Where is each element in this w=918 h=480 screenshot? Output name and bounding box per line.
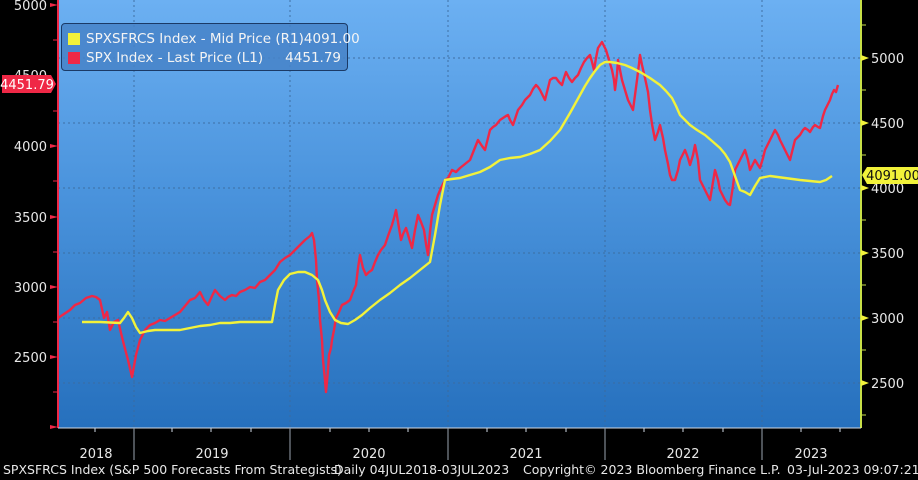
right-last-value-badge: 4091.00 xyxy=(862,167,918,184)
svg-text:4500: 4500 xyxy=(871,117,904,132)
legend-item-spxsfrcs: SPXSFRCS Index - Mid Price (R1) 4091.00 xyxy=(68,29,360,48)
right-axis: 5000 4500 4000 3500 3000 2500 xyxy=(860,0,904,428)
svg-text:5000: 5000 xyxy=(871,52,904,67)
x-tick-2022: 2022 xyxy=(666,447,699,462)
svg-text:4091.00: 4091.00 xyxy=(866,169,918,184)
x-tick-2018: 2018 xyxy=(79,447,112,462)
legend-value: 4091.00 xyxy=(303,30,360,47)
x-tick-2019: 2019 xyxy=(195,447,228,462)
plot-area xyxy=(58,0,861,428)
left-axis: 5000 4500 4000 3500 3000 2500 xyxy=(14,0,59,429)
footer-description: SPXSFRCS Index (S&P 500 Forecasts From S… xyxy=(3,462,342,477)
footer-timestamp: 03-Jul-2023 09:07:21 xyxy=(787,462,918,477)
svg-text:5000: 5000 xyxy=(14,0,47,14)
svg-text:3000: 3000 xyxy=(14,281,47,296)
svg-text:4000: 4000 xyxy=(871,182,904,197)
x-tick-2023: 2023 xyxy=(794,447,827,462)
svg-text:3500: 3500 xyxy=(871,247,904,262)
legend-item-spx: SPX Index - Last Price (L1) 4451.79 xyxy=(68,48,341,67)
svg-text:4451.79: 4451.79 xyxy=(0,78,54,93)
svg-text:3500: 3500 xyxy=(14,211,47,226)
chart-legend: SPXSFRCS Index - Mid Price (R1) 4091.00 … xyxy=(61,23,360,71)
legend-label: SPX Index - Last Price (L1) xyxy=(86,49,264,66)
yellow-swatch-icon xyxy=(68,32,80,45)
footer-copyright: Copyright© 2023 Bloomberg Finance L.P. xyxy=(523,462,781,477)
chart-footer: SPXSFRCS Index (S&P 500 Forecasts From S… xyxy=(0,462,918,480)
x-tick-2020: 2020 xyxy=(352,447,385,462)
legend-label: SPXSFRCS Index - Mid Price (R1) xyxy=(86,30,304,47)
x-axis: 2018 2019 2020 2021 2022 2023 xyxy=(58,427,861,462)
svg-text:2500: 2500 xyxy=(14,351,47,366)
legend-value: 4451.79 xyxy=(285,49,341,66)
gridlines xyxy=(58,0,861,428)
svg-text:3000: 3000 xyxy=(871,312,904,327)
red-swatch-icon xyxy=(68,51,80,64)
footer-range: Daily 04JUL2018-03JUL2023 xyxy=(334,462,510,477)
chart-canvas: 5000 4500 4000 3500 3000 2500 xyxy=(0,0,918,462)
svg-text:2500: 2500 xyxy=(871,377,904,392)
spxsfrcs-mid-price-line xyxy=(82,60,833,335)
x-tick-2021: 2021 xyxy=(509,447,542,462)
spx-last-price-line xyxy=(57,40,840,394)
left-last-value-badge: 4451.79 xyxy=(0,75,56,93)
svg-text:4000: 4000 xyxy=(14,140,47,155)
